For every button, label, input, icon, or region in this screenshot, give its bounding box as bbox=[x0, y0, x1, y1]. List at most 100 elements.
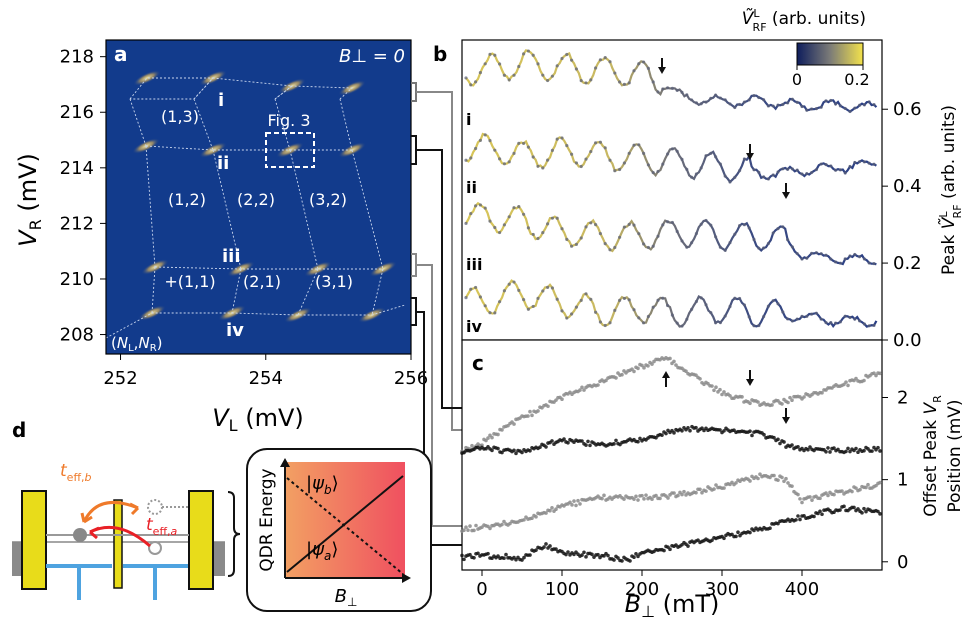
trace-point bbox=[627, 298, 631, 302]
trace-iv-point bbox=[862, 506, 866, 511]
trace-i-point bbox=[786, 400, 790, 405]
trace-point bbox=[675, 149, 679, 153]
y-tick-label: 212 bbox=[60, 213, 94, 234]
right-lead bbox=[188, 490, 214, 590]
trace-point bbox=[574, 161, 579, 165]
trace-point bbox=[814, 107, 819, 111]
trace-i-point bbox=[632, 369, 636, 374]
trace-iv-point bbox=[534, 548, 538, 552]
trace-iii-point bbox=[758, 472, 762, 477]
trace-point bbox=[805, 108, 809, 112]
trace-ii-point bbox=[856, 450, 860, 455]
trace-iv-point bbox=[502, 556, 506, 560]
trace-point bbox=[728, 102, 732, 106]
trace-iii-point bbox=[850, 489, 854, 494]
trace-iii-point bbox=[782, 479, 786, 484]
trace-point bbox=[795, 252, 799, 256]
trace-i-point bbox=[640, 363, 644, 368]
trace-point bbox=[560, 56, 564, 61]
trace-point bbox=[862, 160, 867, 164]
trace-iv-point bbox=[486, 551, 490, 556]
trace-iii-point bbox=[680, 492, 684, 497]
trace-point bbox=[694, 172, 699, 176]
trace-point bbox=[747, 98, 751, 102]
trace-iii-point bbox=[570, 503, 574, 507]
trace-iv-point bbox=[852, 505, 856, 510]
trace-point bbox=[469, 83, 473, 87]
trace-point bbox=[872, 103, 876, 107]
trace-point bbox=[656, 298, 660, 302]
trace-point bbox=[661, 223, 665, 227]
trace-iv-point bbox=[710, 538, 714, 543]
trace-point bbox=[646, 66, 651, 70]
trace-point bbox=[589, 297, 593, 301]
trace-point bbox=[642, 242, 646, 246]
trace-point bbox=[709, 151, 713, 155]
roman-iv: iv bbox=[226, 320, 244, 341]
trace-point bbox=[733, 175, 737, 179]
trace-ii-point bbox=[808, 445, 812, 449]
trace-point bbox=[579, 236, 583, 240]
trace-point bbox=[488, 311, 492, 315]
trace-ii-point bbox=[778, 441, 782, 446]
trace-point bbox=[781, 167, 785, 171]
trace-point bbox=[786, 167, 790, 171]
trace-point bbox=[853, 252, 857, 257]
y-tick-label: 216 bbox=[60, 102, 94, 123]
transition-blob bbox=[133, 70, 161, 86]
trace-iii-point bbox=[756, 476, 760, 481]
trace-iii-point bbox=[748, 479, 752, 483]
trace-iii-point bbox=[530, 516, 534, 521]
trace-point bbox=[598, 140, 603, 144]
trace-point bbox=[800, 172, 804, 176]
y-tick-label: 218 bbox=[60, 47, 94, 68]
trace-i-point bbox=[554, 398, 558, 402]
trace-point bbox=[714, 321, 718, 325]
trace-point bbox=[594, 222, 598, 227]
trace-point bbox=[738, 296, 742, 301]
trace-iii-point bbox=[858, 487, 862, 492]
trace-iv-point bbox=[856, 507, 860, 511]
trace-point bbox=[603, 56, 607, 60]
arrow-head bbox=[746, 379, 754, 386]
trace-point bbox=[862, 257, 867, 261]
trace-point bbox=[560, 136, 564, 140]
trace-point bbox=[690, 307, 694, 312]
trace-point bbox=[627, 81, 631, 85]
trace-point bbox=[790, 97, 795, 101]
trace-point bbox=[637, 62, 641, 66]
trace-iv-point bbox=[520, 558, 524, 562]
trace-ii-point bbox=[496, 446, 500, 451]
trace-iv-point bbox=[528, 553, 532, 557]
trace-point bbox=[699, 166, 703, 170]
trace-iii-point bbox=[694, 490, 698, 495]
trace-ii-point bbox=[826, 446, 830, 450]
trace-iv-point bbox=[582, 550, 586, 555]
trace-iv-point bbox=[864, 509, 868, 514]
trace-point bbox=[848, 164, 852, 169]
trace-point bbox=[843, 171, 847, 175]
trace-iv-point bbox=[632, 555, 636, 559]
trace-point bbox=[858, 319, 862, 323]
trace-point bbox=[694, 299, 699, 304]
trace-point bbox=[536, 62, 540, 66]
trace-point bbox=[656, 169, 660, 174]
trace-point bbox=[646, 245, 651, 250]
trace-point bbox=[493, 311, 497, 315]
trace-point bbox=[718, 245, 723, 249]
arrow-head bbox=[662, 371, 670, 378]
trace-point bbox=[584, 225, 588, 229]
trace-point bbox=[838, 168, 843, 172]
trace-point bbox=[483, 206, 487, 210]
trace-point bbox=[810, 107, 814, 111]
trace-point bbox=[752, 237, 756, 242]
trace-ii-point bbox=[672, 431, 676, 435]
arrow-head bbox=[746, 153, 754, 160]
trace-point bbox=[714, 155, 718, 159]
trace-point bbox=[776, 227, 780, 231]
trace-point bbox=[834, 321, 838, 325]
trace-i-point bbox=[470, 443, 474, 448]
trace-point bbox=[464, 295, 468, 300]
arrow-head bbox=[658, 67, 666, 74]
